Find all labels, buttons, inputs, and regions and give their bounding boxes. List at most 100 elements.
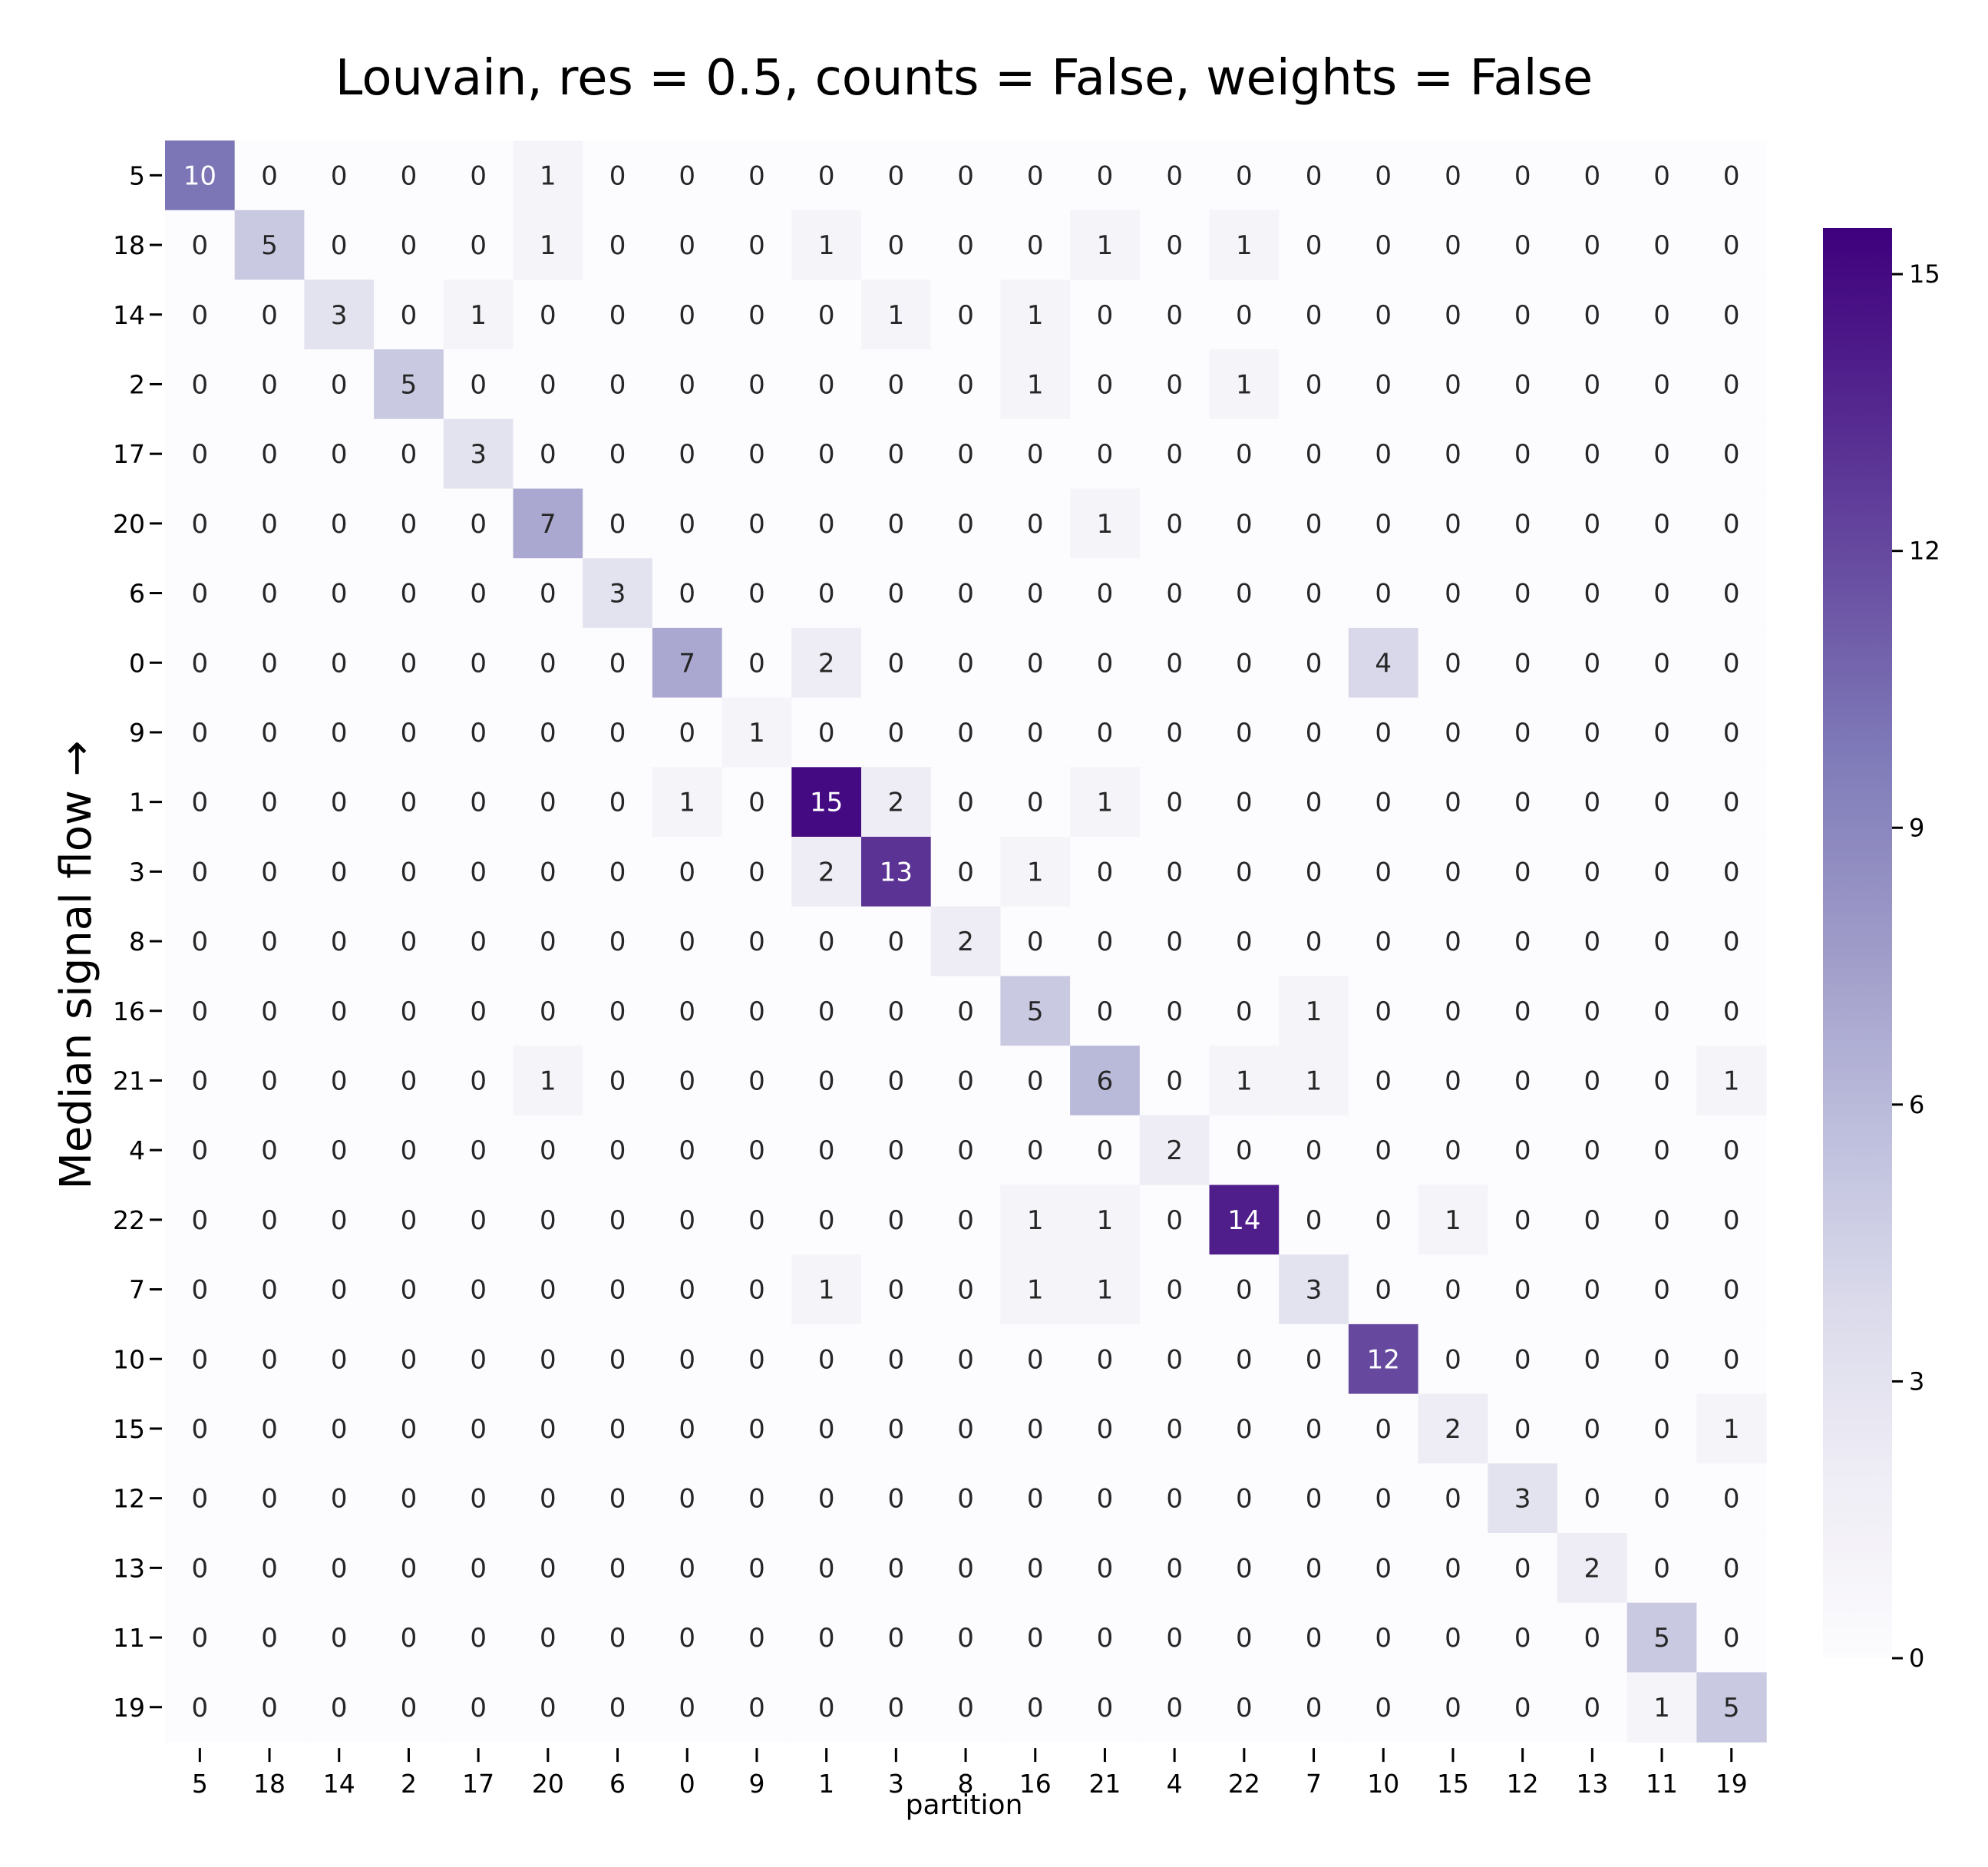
heatmap-cell [234,1323,305,1395]
heatmap-cell [861,697,932,768]
cell-value-label: 14 [1227,1205,1260,1236]
cell-value-label: 0 [1514,788,1531,818]
heatmap-cell [304,1115,375,1186]
heatmap-cell [1000,1463,1071,1534]
heatmap-cell [1209,1115,1280,1186]
heatmap-cell [374,1602,444,1673]
cell-value-label: 0 [679,230,695,261]
cell-value-label: 0 [1514,579,1531,610]
heatmap-cell [1000,1533,1071,1604]
cell-value-label: 1 [1306,996,1323,1027]
cell-value-label: 0 [540,1693,556,1723]
cell-value-label: 0 [540,1275,556,1306]
cell-value-label: 0 [261,300,278,331]
heatmap-cell [165,558,236,629]
heatmap-cell [374,976,444,1046]
cell-value-label: 0 [888,1693,905,1723]
cell-value-label: 0 [1653,788,1670,818]
heatmap-cell [513,1463,583,1534]
heatmap-cell [1139,279,1210,350]
cell-value-label: 0 [748,1693,765,1723]
cell-value-label: 1 [1027,1205,1044,1236]
x-tick-label: 9 [748,1769,764,1799]
heatmap-cell [791,558,862,629]
heatmap-cell [1488,767,1558,838]
cell-value-label: 0 [331,1066,348,1096]
heatmap-cell [1139,1672,1210,1743]
heatmap-cell [1696,1672,1767,1743]
heatmap-cell [374,349,444,420]
cell-value-label: 0 [1375,718,1392,748]
heatmap-cell [234,906,305,976]
heatmap-cell [165,627,236,699]
heatmap-cell [165,1393,236,1464]
heatmap-cell [374,627,444,699]
heatmap-cell [722,1046,792,1116]
heatmap-cell [165,1254,236,1325]
cell-value-label: 0 [401,1553,418,1584]
heatmap-cell [1557,1254,1628,1325]
heatmap-cell [443,418,514,490]
cell-value-label: 0 [888,160,905,191]
cell-value-label: 0 [261,1066,278,1096]
cell-value-label: 0 [1306,579,1323,610]
cell-value-label: 1 [470,300,487,331]
heatmap-cell [1070,767,1141,838]
cell-value-label: 0 [1027,718,1044,748]
heatmap-cell [374,488,444,559]
heatmap-cell [1557,767,1628,838]
cell-value-label: 0 [1723,996,1740,1027]
heatmap-cell [583,140,653,211]
heatmap-cell [1418,140,1488,211]
heatmap-cell [583,210,653,280]
heatmap-cell [374,1323,444,1395]
heatmap-cell [1209,418,1280,490]
cell-value-label: 0 [609,788,626,818]
cell-value-label: 0 [470,788,487,818]
heatmap-cell [1209,697,1280,768]
cell-value-label: 0 [1445,160,1461,191]
cell-value-label: 0 [888,230,905,261]
heatmap-cell [234,767,305,838]
cell-value-label: 0 [1445,579,1461,610]
x-tick-label: 22 [1228,1769,1260,1799]
cell-value-label: 0 [1514,1693,1531,1723]
cell-value-label: 0 [1584,230,1601,261]
heatmap-cell [1557,1046,1628,1116]
cell-value-label: 2 [888,788,905,818]
heatmap-cell [583,1672,653,1743]
cell-value-label: 0 [1584,857,1601,887]
x-tick-label: 12 [1507,1769,1539,1799]
cell-value-label: 0 [1166,1553,1183,1584]
x-tick-label: 10 [1367,1769,1399,1799]
cell-value-label: 1 [1027,369,1044,400]
y-tick-label: 8 [129,927,145,957]
cell-value-label: 1 [1723,1066,1740,1096]
heatmap-cell [1557,418,1628,490]
heatmap-cell [304,140,375,211]
colorbar-gradient [1823,228,1892,1658]
cell-value-label: 0 [1097,996,1114,1027]
cell-value-label: 0 [1306,1553,1323,1584]
cell-value-label: 0 [1166,1693,1183,1723]
heatmap-cell [374,697,444,768]
cell-value-label: 0 [748,927,765,957]
cell-value-label: 0 [609,230,626,261]
cell-value-label: 0 [957,1275,974,1306]
heatmap-cell [304,1393,375,1464]
heatmap-cell [234,837,305,907]
cell-value-label: 0 [192,509,209,540]
heatmap-cell [374,279,444,350]
heatmap-cell [1488,627,1558,699]
cell-value-label: 0 [540,579,556,610]
cell-value-label: 0 [1097,300,1114,331]
heatmap-cell [513,279,583,350]
cell-value-label: 0 [748,300,765,331]
heatmap-cell [722,418,792,490]
cell-value-label: 5 [261,230,278,261]
cell-value-label: 0 [1306,1484,1323,1515]
x-tick-label: 15 [1437,1769,1469,1799]
heatmap-cell [1696,837,1767,907]
cell-value-label: 0 [748,648,765,679]
cell-value-label: 0 [261,1135,278,1166]
